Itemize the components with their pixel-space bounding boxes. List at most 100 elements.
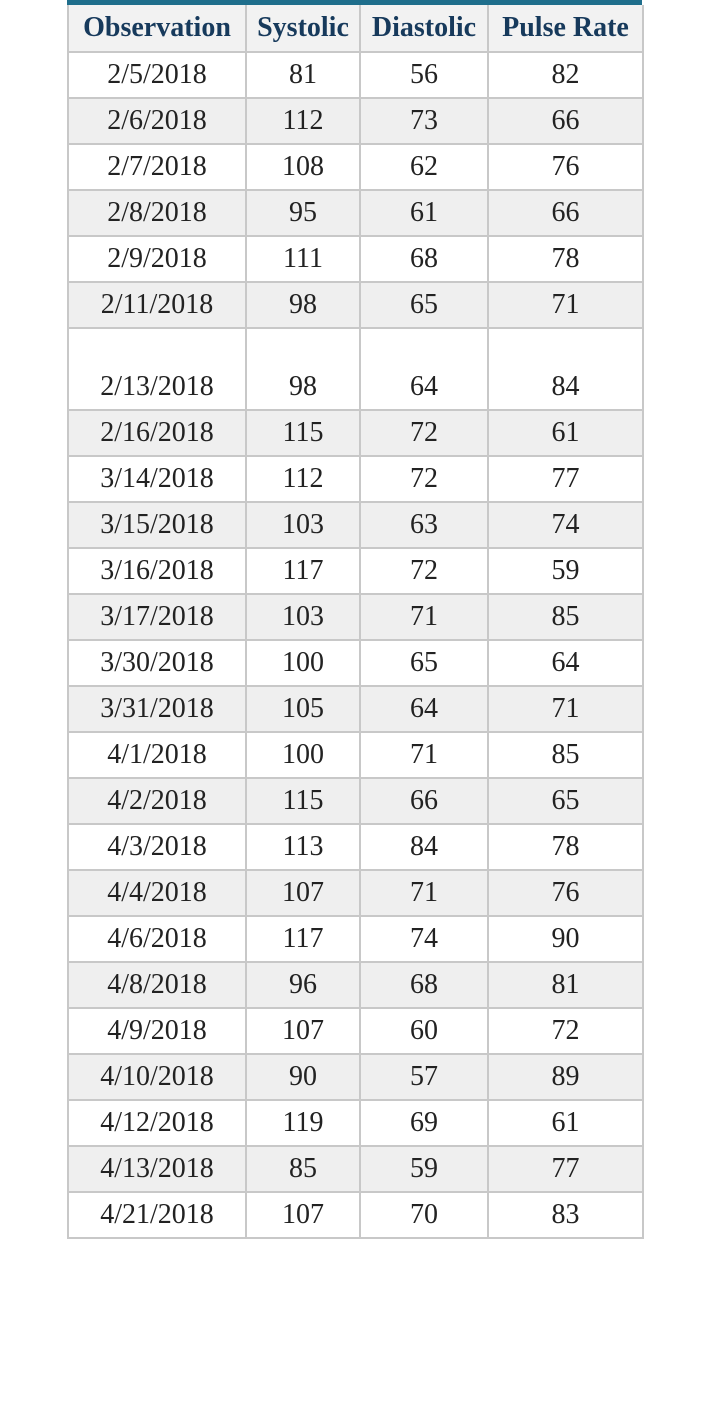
cell-pulse-rate: 71 <box>487 685 644 733</box>
cell-observation: 2/7/2018 <box>67 143 247 191</box>
cell-diastolic: 61 <box>359 189 489 237</box>
cell-pulse-rate: 90 <box>487 915 644 963</box>
cell-diastolic: 84 <box>359 823 489 871</box>
cell-observation: 4/1/2018 <box>67 731 247 779</box>
table-row: 4/13/2018 85 59 77 <box>67 1145 644 1193</box>
cell-pulse-rate: 77 <box>487 455 644 503</box>
cell-observation: 4/6/2018 <box>67 915 247 963</box>
cell-pulse-rate: 76 <box>487 143 644 191</box>
cell-observation: 2/8/2018 <box>67 189 247 237</box>
table-row: 4/8/2018 96 68 81 <box>67 961 644 1009</box>
cell-observation: 4/21/2018 <box>67 1191 247 1239</box>
table-row: 4/21/2018 107 70 83 <box>67 1191 644 1239</box>
table-row: 4/1/2018 100 71 85 <box>67 731 644 779</box>
cell-systolic: 113 <box>245 823 361 871</box>
cell-systolic: 100 <box>245 731 361 779</box>
cell-observation: 3/31/2018 <box>67 685 247 733</box>
table-row: 3/17/2018 103 71 85 <box>67 593 644 641</box>
cell-pulse-rate: 85 <box>487 593 644 641</box>
cell-pulse-rate: 76 <box>487 869 644 917</box>
cell-pulse-rate: 61 <box>487 1099 644 1147</box>
cell-diastolic: 74 <box>359 915 489 963</box>
cell-systolic: 107 <box>245 1007 361 1055</box>
cell-systolic: 90 <box>245 1053 361 1101</box>
cell-observation: 4/10/2018 <box>67 1053 247 1101</box>
table-row: 2/11/2018 98 65 71 <box>67 281 644 329</box>
vitals-table-container: Observation Systolic Diastolic Pulse Rat… <box>67 0 644 1239</box>
cell-systolic: 81 <box>245 51 361 99</box>
cell-systolic: 108 <box>245 143 361 191</box>
header-diastolic: Diastolic <box>359 5 489 53</box>
table-top-accent-bar <box>67 0 642 5</box>
table-row: 2/5/2018 81 56 82 <box>67 51 644 99</box>
cell-pulse-rate: 84 <box>487 327 644 411</box>
cell-diastolic: 71 <box>359 593 489 641</box>
cell-pulse-rate: 59 <box>487 547 644 595</box>
cell-systolic: 117 <box>245 547 361 595</box>
table-row: 4/4/2018 107 71 76 <box>67 869 644 917</box>
cell-systolic: 117 <box>245 915 361 963</box>
header-systolic: Systolic <box>245 5 361 53</box>
table-row: 4/9/2018 107 60 72 <box>67 1007 644 1055</box>
table-row: 2/6/2018 112 73 66 <box>67 97 644 145</box>
cell-observation: 3/17/2018 <box>67 593 247 641</box>
cell-diastolic: 68 <box>359 961 489 1009</box>
table-row: 2/7/2018 108 62 76 <box>67 143 644 191</box>
cell-systolic: 103 <box>245 501 361 549</box>
cell-systolic: 107 <box>245 1191 361 1239</box>
cell-diastolic: 66 <box>359 777 489 825</box>
cell-observation: 4/8/2018 <box>67 961 247 1009</box>
cell-systolic: 112 <box>245 97 361 145</box>
table-row: 4/6/2018 117 74 90 <box>67 915 644 963</box>
cell-pulse-rate: 78 <box>487 823 644 871</box>
cell-observation: 2/5/2018 <box>67 51 247 99</box>
cell-observation: 3/16/2018 <box>67 547 247 595</box>
table-row: 2/8/2018 95 61 66 <box>67 189 644 237</box>
table-row: 3/30/2018 100 65 64 <box>67 639 644 687</box>
table-row: 2/16/2018 115 72 61 <box>67 409 644 457</box>
cell-pulse-rate: 61 <box>487 409 644 457</box>
cell-diastolic: 72 <box>359 409 489 457</box>
table-row: 4/10/2018 90 57 89 <box>67 1053 644 1101</box>
cell-observation: 2/16/2018 <box>67 409 247 457</box>
cell-systolic: 95 <box>245 189 361 237</box>
cell-systolic: 107 <box>245 869 361 917</box>
cell-systolic: 96 <box>245 961 361 1009</box>
cell-diastolic: 70 <box>359 1191 489 1239</box>
cell-diastolic: 60 <box>359 1007 489 1055</box>
table-row: 3/14/2018 112 72 77 <box>67 455 644 503</box>
table-row: 2/9/2018 111 68 78 <box>67 235 644 283</box>
cell-pulse-rate: 82 <box>487 51 644 99</box>
cell-diastolic: 69 <box>359 1099 489 1147</box>
cell-observation: 4/13/2018 <box>67 1145 247 1193</box>
cell-systolic: 111 <box>245 235 361 283</box>
cell-pulse-rate: 74 <box>487 501 644 549</box>
cell-pulse-rate: 65 <box>487 777 644 825</box>
cell-pulse-rate: 83 <box>487 1191 644 1239</box>
cell-systolic: 119 <box>245 1099 361 1147</box>
cell-systolic: 85 <box>245 1145 361 1193</box>
cell-pulse-rate: 71 <box>487 281 644 329</box>
table-row: 3/16/2018 117 72 59 <box>67 547 644 595</box>
cell-observation: 3/14/2018 <box>67 455 247 503</box>
cell-pulse-rate: 77 <box>487 1145 644 1193</box>
cell-observation: 3/30/2018 <box>67 639 247 687</box>
cell-pulse-rate: 89 <box>487 1053 644 1101</box>
cell-pulse-rate: 85 <box>487 731 644 779</box>
cell-diastolic: 63 <box>359 501 489 549</box>
cell-pulse-rate: 64 <box>487 639 644 687</box>
cell-diastolic: 73 <box>359 97 489 145</box>
cell-diastolic: 59 <box>359 1145 489 1193</box>
cell-observation: 4/3/2018 <box>67 823 247 871</box>
table-row: 4/3/2018 113 84 78 <box>67 823 644 871</box>
cell-systolic: 100 <box>245 639 361 687</box>
cell-systolic: 98 <box>245 281 361 329</box>
cell-systolic: 115 <box>245 777 361 825</box>
cell-systolic: 103 <box>245 593 361 641</box>
table-row: 3/31/2018 105 64 71 <box>67 685 644 733</box>
cell-observation: 2/9/2018 <box>67 235 247 283</box>
cell-pulse-rate: 81 <box>487 961 644 1009</box>
table-header-row: Observation Systolic Diastolic Pulse Rat… <box>67 5 644 53</box>
cell-observation: 4/4/2018 <box>67 869 247 917</box>
cell-diastolic: 62 <box>359 143 489 191</box>
